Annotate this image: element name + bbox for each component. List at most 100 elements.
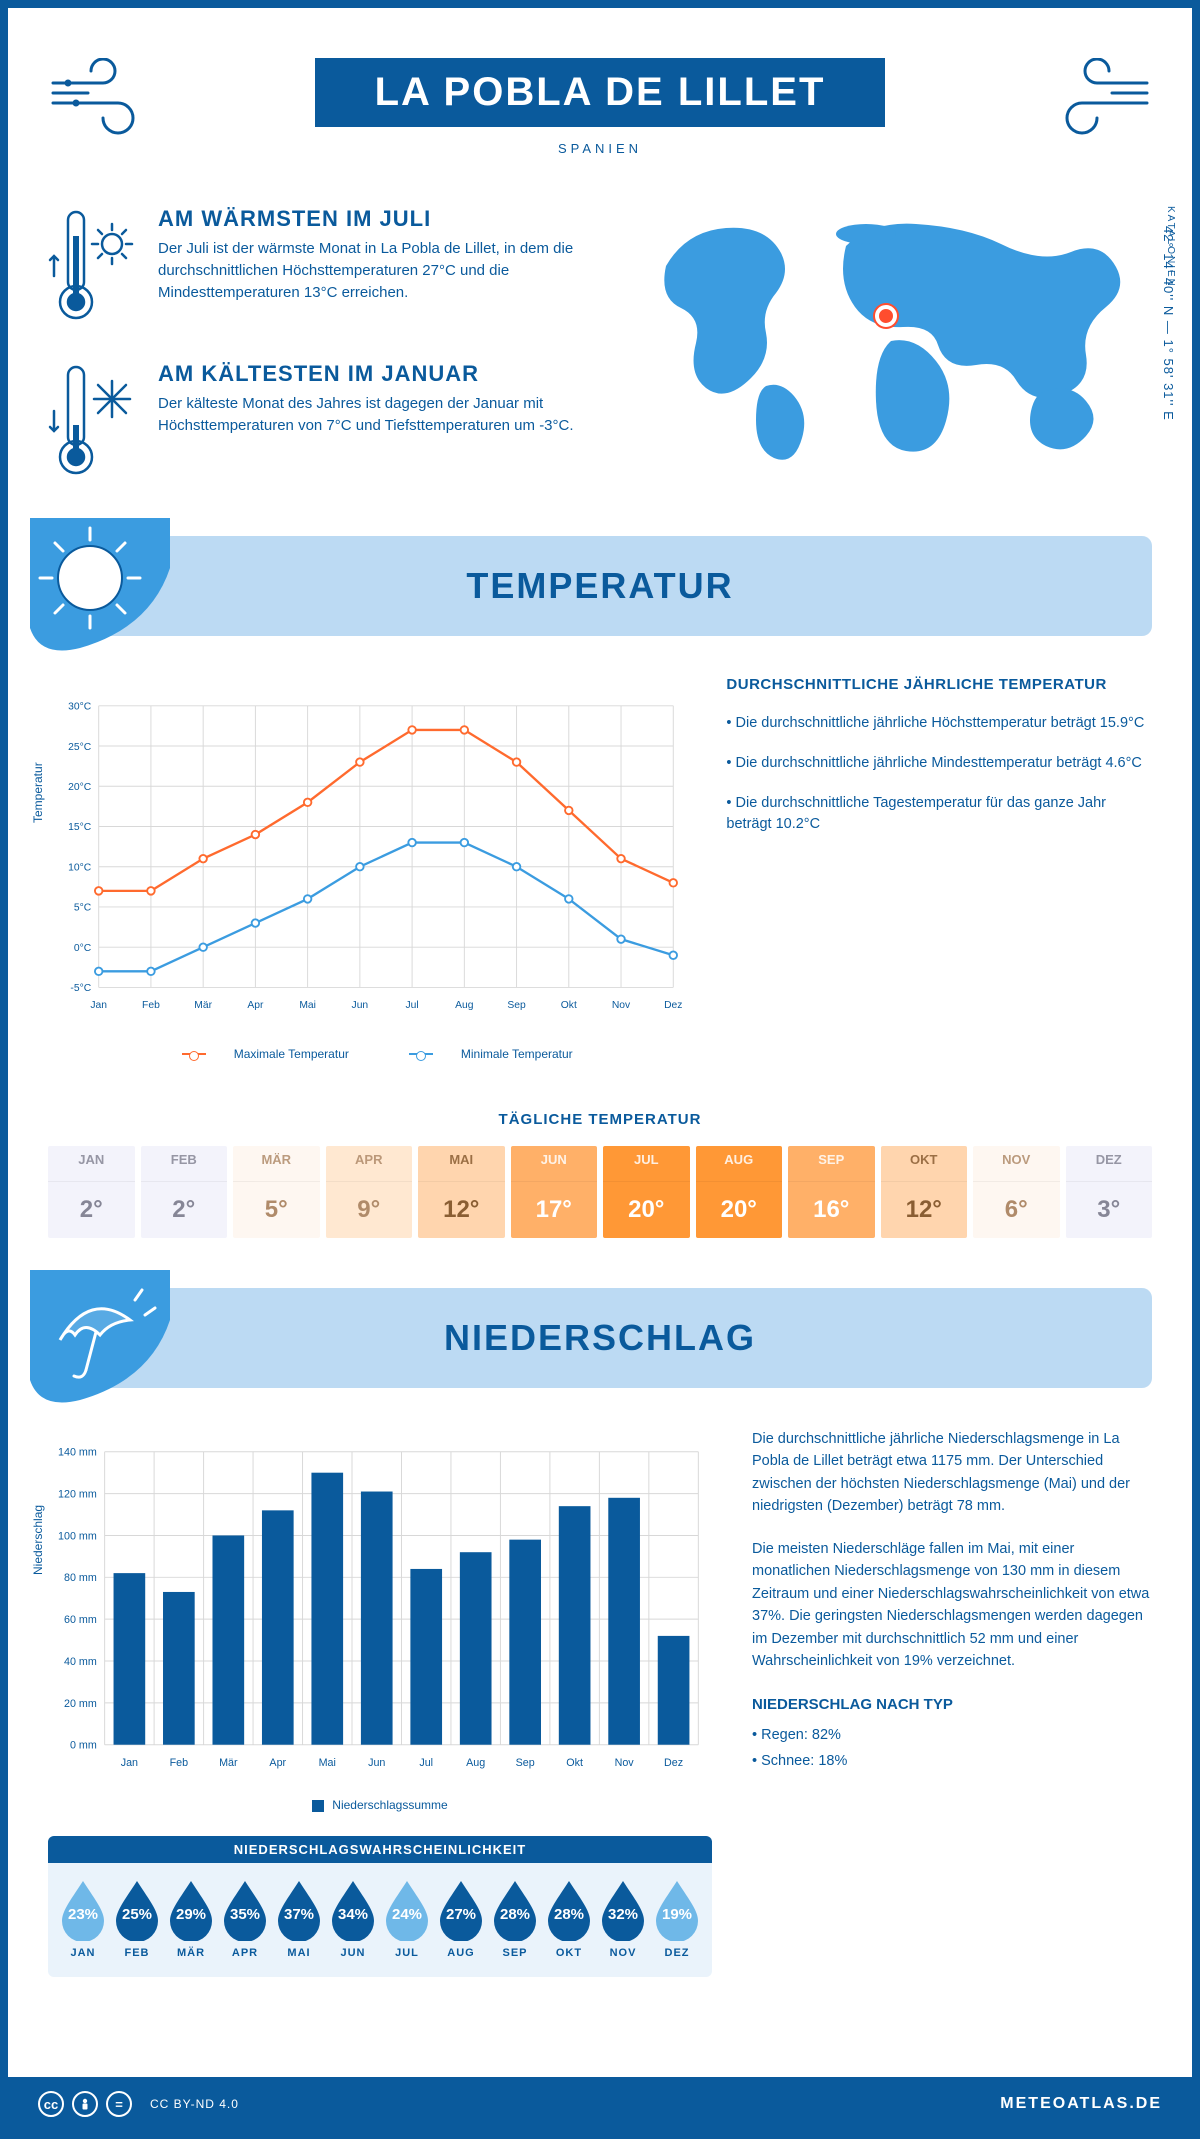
precipitation-legend: Niederschlagssumme bbox=[48, 1798, 712, 1812]
daily-temp-cell: SEP16° bbox=[788, 1146, 875, 1238]
site-name: METEOATLAS.DE bbox=[1000, 2095, 1162, 2113]
svg-text:Feb: Feb bbox=[142, 1000, 160, 1011]
svg-text:Feb: Feb bbox=[170, 1757, 189, 1769]
daily-temp-cell: AUG20° bbox=[696, 1146, 783, 1238]
cc-text: CC BY-ND 4.0 bbox=[150, 2097, 239, 2111]
daily-temp-cell: NOV6° bbox=[973, 1146, 1060, 1238]
probability-drop: 34% JUN bbox=[326, 1877, 380, 1959]
daily-temp-cell: DEZ3° bbox=[1066, 1146, 1153, 1238]
nd-icon: = bbox=[106, 2091, 132, 2117]
svg-text:Mär: Mär bbox=[194, 1000, 212, 1011]
svg-text:140 mm: 140 mm bbox=[58, 1447, 97, 1459]
svg-text:Dez: Dez bbox=[664, 1000, 682, 1011]
country-label: SPANIEN bbox=[48, 141, 1152, 156]
probability-drop: 28% SEP bbox=[488, 1877, 542, 1959]
cc-icon: cc bbox=[38, 2091, 64, 2117]
precipitation-banner: NIEDERSCHLAG bbox=[48, 1288, 1152, 1388]
facts-column: AM WÄRMSTEN IM JULI Der Juli ist der wär… bbox=[48, 206, 580, 486]
svg-text:Jul: Jul bbox=[406, 1000, 419, 1011]
thermometer-cold-icon bbox=[48, 361, 138, 486]
svg-text:Dez: Dez bbox=[664, 1757, 683, 1769]
precip-para-2: Die meisten Niederschläge fallen im Mai,… bbox=[752, 1538, 1152, 1673]
thermometer-hot-icon bbox=[48, 206, 138, 331]
svg-text:Okt: Okt bbox=[561, 1000, 577, 1011]
temperature-title: TEMPERATUR bbox=[466, 565, 733, 607]
daily-temp-cell: JUN17° bbox=[511, 1146, 598, 1238]
annual-temp-bullets: • Die durchschnittliche jährliche Höchst… bbox=[726, 713, 1152, 836]
annual-temp-col: DURCHSCHNITTLICHE JÄHRLICHE TEMPERATUR •… bbox=[726, 676, 1152, 1061]
svg-text:Apr: Apr bbox=[269, 1757, 286, 1769]
svg-text:Jun: Jun bbox=[368, 1757, 385, 1769]
svg-text:30°C: 30°C bbox=[68, 702, 92, 713]
temp-y-axis-label: Temperatur bbox=[31, 762, 45, 823]
svg-text:Mai: Mai bbox=[319, 1757, 336, 1769]
svg-text:Jan: Jan bbox=[121, 1757, 138, 1769]
temperature-row: Temperatur -5°C0°C5°C10°C15°C20°C25°C30°… bbox=[48, 676, 1152, 1061]
svg-text:100 mm: 100 mm bbox=[58, 1530, 97, 1542]
svg-text:Jun: Jun bbox=[352, 1000, 369, 1011]
fact-warm-title: AM WÄRMSTEN IM JULI bbox=[158, 206, 578, 232]
daily-temp-title: TÄGLICHE TEMPERATUR bbox=[48, 1111, 1152, 1128]
daily-temp-strip: JAN2°FEB2°MÄR5°APR9°MAI12°JUN17°JUL20°AU… bbox=[48, 1146, 1152, 1238]
fact-warmest: AM WÄRMSTEN IM JULI Der Juli ist der wär… bbox=[48, 206, 580, 331]
fact-warm-text: Der Juli ist der wärmste Monat in La Pob… bbox=[158, 238, 578, 303]
daily-temp-cell: JUL20° bbox=[603, 1146, 690, 1238]
svg-text:0 mm: 0 mm bbox=[70, 1740, 97, 1752]
daily-temp-cell: MÄR5° bbox=[233, 1146, 320, 1238]
annual-temp-title: DURCHSCHNITTLICHE JÄHRLICHE TEMPERATUR bbox=[726, 676, 1152, 693]
annual-bullet: • Die durchschnittliche jährliche Mindes… bbox=[726, 753, 1152, 775]
probability-drop: 29% MÄR bbox=[164, 1877, 218, 1959]
umbrella-icon bbox=[30, 1270, 170, 1410]
map-column: KATALONIEN 42° 14' 40'' N — 1° 58' 31'' … bbox=[620, 206, 1152, 486]
svg-text:Sep: Sep bbox=[516, 1757, 535, 1769]
probability-drop: 25% FEB bbox=[110, 1877, 164, 1959]
probability-drops: 23% JAN 25% FEB 29% MÄR 35% APR 37% MAI … bbox=[48, 1863, 712, 1963]
inner-content: LA POBLA DE LILLET SPANIEN bbox=[8, 8, 1192, 2017]
svg-text:Apr: Apr bbox=[247, 1000, 264, 1011]
footer: cc = CC BY-ND 4.0 METEOATLAS.DE bbox=[8, 2077, 1192, 2131]
svg-text:20 mm: 20 mm bbox=[64, 1698, 97, 1710]
probability-drop: 32% NOV bbox=[596, 1877, 650, 1959]
svg-text:120 mm: 120 mm bbox=[58, 1489, 97, 1501]
svg-text:10°C: 10°C bbox=[68, 862, 92, 873]
by-icon bbox=[72, 2091, 98, 2117]
svg-text:Mär: Mär bbox=[219, 1757, 238, 1769]
daily-temp-cell: MAI12° bbox=[418, 1146, 505, 1238]
probability-title: NIEDERSCHLAGSWAHRSCHEINLICHKEIT bbox=[48, 1836, 712, 1863]
annual-bullet: • Die durchschnittliche Tagestemperatur … bbox=[726, 793, 1152, 837]
temperature-chart-col: Temperatur -5°C0°C5°C10°C15°C20°C25°C30°… bbox=[48, 676, 686, 1061]
svg-text:0°C: 0°C bbox=[74, 943, 92, 954]
svg-text:Jan: Jan bbox=[90, 1000, 107, 1011]
precip-y-axis-label: Niederschlag bbox=[31, 1505, 45, 1575]
precipitation-chart-col: Niederschlag 0 mm20 mm40 mm60 mm80 mm100… bbox=[48, 1428, 712, 1977]
svg-text:Mai: Mai bbox=[299, 1000, 316, 1011]
precipitation-title: NIEDERSCHLAG bbox=[444, 1317, 756, 1359]
fact-coldest: AM KÄLTESTEN IM JANUAR Der kälteste Mona… bbox=[48, 361, 580, 486]
precipitation-bar-chart: Niederschlag 0 mm20 mm40 mm60 mm80 mm100… bbox=[48, 1428, 712, 1788]
svg-text:Okt: Okt bbox=[566, 1757, 583, 1769]
precip-type-item: • Schnee: 18% bbox=[752, 1750, 1152, 1772]
sun-icon bbox=[30, 518, 170, 658]
svg-text:-5°C: -5°C bbox=[70, 983, 91, 994]
probability-drop: 23% JAN bbox=[56, 1877, 110, 1959]
header: LA POBLA DE LILLET SPANIEN bbox=[48, 48, 1152, 156]
probability-drop: 27% AUG bbox=[434, 1877, 488, 1959]
fact-cold-title: AM KÄLTESTEN IM JANUAR bbox=[158, 361, 578, 387]
svg-text:Aug: Aug bbox=[466, 1757, 485, 1769]
precip-para-1: Die durchschnittliche jährliche Niedersc… bbox=[752, 1428, 1152, 1518]
svg-text:Jul: Jul bbox=[419, 1757, 433, 1769]
svg-text:5°C: 5°C bbox=[74, 903, 92, 914]
probability-drop: 37% MAI bbox=[272, 1877, 326, 1959]
coordinates-label: 42° 14' 40'' N — 1° 58' 31'' E bbox=[1161, 226, 1176, 421]
fact-cold-text: Der kälteste Monat des Jahres ist dagege… bbox=[158, 393, 578, 437]
infographic-page: LA POBLA DE LILLET SPANIEN bbox=[0, 0, 1200, 2139]
svg-text:80 mm: 80 mm bbox=[64, 1572, 97, 1584]
wind-icon-left bbox=[48, 58, 168, 138]
precipitation-row: Niederschlag 0 mm20 mm40 mm60 mm80 mm100… bbox=[48, 1428, 1152, 1977]
facts-row: AM WÄRMSTEN IM JULI Der Juli ist der wär… bbox=[48, 206, 1152, 486]
page-title: LA POBLA DE LILLET bbox=[315, 58, 886, 127]
temperature-legend: Maximale TemperaturMinimale Temperatur bbox=[48, 1044, 686, 1061]
svg-text:25°C: 25°C bbox=[68, 742, 92, 753]
precip-type-title: NIEDERSCHLAG NACH TYP bbox=[752, 1693, 1152, 1716]
temperature-banner: TEMPERATUR bbox=[48, 536, 1152, 636]
